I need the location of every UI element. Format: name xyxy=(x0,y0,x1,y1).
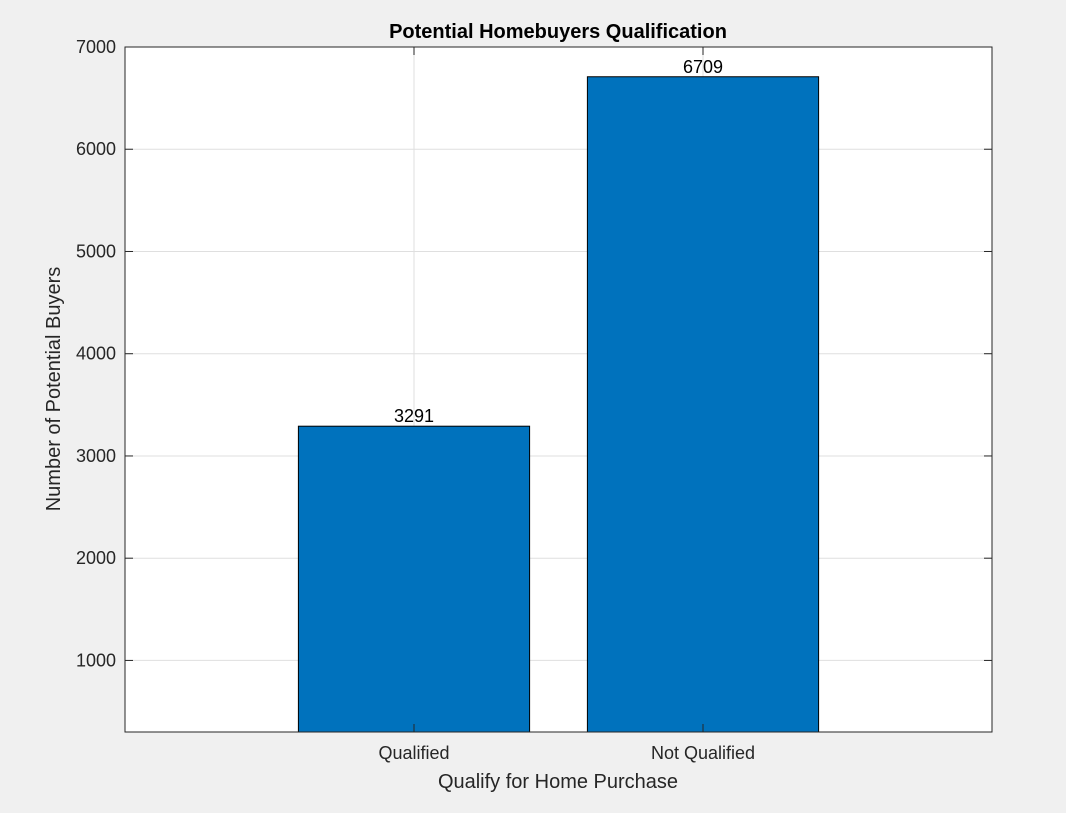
y-axis-label: Number of Potential Buyers xyxy=(43,267,65,512)
y-tick-label: 2000 xyxy=(76,548,116,568)
bar-qualified xyxy=(297,425,531,733)
tick-labels: 3291 6709 1000 2000 3000 4000 5000 6000 7000 Qual… xyxy=(76,37,755,763)
y-tick-label: 7000 xyxy=(76,37,116,57)
axis-ticks xyxy=(125,46,992,732)
plot-area xyxy=(125,47,992,732)
y-tick-label: 6000 xyxy=(76,139,116,159)
x-tick-label: Not Qualified xyxy=(651,743,755,763)
bars xyxy=(297,76,820,733)
x-tick-label: Qualified xyxy=(378,743,449,763)
y-tick-label: 4000 xyxy=(76,344,116,364)
bar-value-label: 3291 xyxy=(394,406,434,426)
y-tick-label: 3000 xyxy=(76,446,116,466)
x-axis-label: Qualify for Home Purchase xyxy=(438,771,678,793)
y-tick-label: 5000 xyxy=(76,241,116,261)
bar-value-label: 6709 xyxy=(683,57,723,77)
y-tick-label: 1000 xyxy=(76,650,116,670)
chart-title: Potential Homebuyers Qualification xyxy=(389,21,727,43)
axes-frame xyxy=(124,46,993,733)
bar-not-qualified xyxy=(586,76,820,733)
